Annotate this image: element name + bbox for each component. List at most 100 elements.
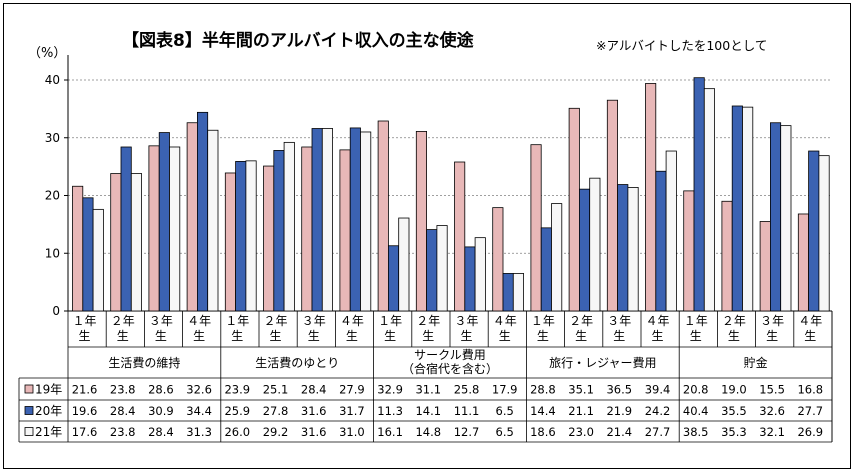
x-tick-label: １年 — [72, 314, 96, 328]
table-cell: 17.6 — [72, 425, 98, 439]
bar — [655, 170, 667, 312]
table-cell: 14.1 — [415, 404, 441, 418]
x-tick-label: 生 — [308, 329, 320, 343]
bar — [436, 225, 448, 312]
x-tick-label: 生 — [728, 329, 740, 343]
legend-label: 21年 — [35, 425, 62, 439]
table-cell: 27.7 — [797, 404, 823, 418]
bar — [721, 200, 733, 312]
bar — [818, 155, 830, 312]
bar — [627, 187, 639, 312]
table-cell: 31.6 — [301, 425, 327, 439]
legend-swatch — [24, 427, 34, 436]
table-cell: 28.8 — [530, 383, 556, 397]
bar — [130, 173, 143, 312]
x-tick-label: ２年 — [722, 314, 746, 328]
table-cell: 25.9 — [224, 404, 250, 418]
bar — [339, 149, 351, 312]
table-cell: 14.8 — [415, 425, 441, 439]
group-label: サークル費用 — [414, 347, 486, 362]
x-tick-label: 生 — [613, 329, 625, 343]
x-tick-label: ４年 — [493, 314, 517, 328]
table-cell: 25.8 — [454, 383, 480, 397]
y-tick-label: 10 — [45, 246, 60, 260]
table-cell: 32.6 — [186, 383, 212, 397]
bar — [263, 165, 275, 312]
x-tick-label: ３年 — [454, 314, 478, 328]
bar — [464, 246, 476, 312]
x-tick-label: 生 — [460, 329, 472, 343]
table-cell: 39.4 — [645, 383, 671, 397]
table-cell: 31.7 — [339, 404, 365, 418]
x-tick-label: 生 — [117, 329, 129, 343]
table-cell: 26.0 — [224, 425, 250, 439]
bar — [377, 120, 389, 312]
bar — [148, 145, 160, 312]
table-cell: 38.5 — [683, 425, 709, 439]
chart-note: ※アルバイトしたを100として — [596, 38, 768, 53]
bar — [759, 221, 771, 312]
bar — [703, 88, 715, 312]
table-cell: 12.7 — [454, 425, 480, 439]
y-tick-label: 30 — [45, 131, 60, 145]
bar — [502, 273, 514, 312]
x-tick-label: ３年 — [149, 314, 173, 328]
table-cell: 32.9 — [377, 383, 403, 397]
legend-swatch — [24, 406, 34, 415]
table-cell: 20.8 — [683, 383, 709, 397]
bar — [665, 150, 677, 312]
group-sublabel: （合宿代を含む） — [402, 361, 498, 376]
x-tick-label: 生 — [804, 329, 816, 343]
table-cell: 14.4 — [530, 404, 556, 418]
table-cell: 6.5 — [496, 425, 514, 439]
table-cell: 35.5 — [721, 404, 747, 418]
table-cell: 28.4 — [110, 404, 136, 418]
bar — [617, 184, 629, 312]
legend-label: 19年 — [35, 383, 62, 397]
x-tick-label: １年 — [225, 314, 249, 328]
x-tick-label: 生 — [690, 329, 702, 343]
table-cell: 6.5 — [496, 404, 514, 418]
bar — [224, 172, 237, 312]
bar — [301, 146, 313, 312]
chart-frame — [3, 3, 851, 469]
table-cell: 23.0 — [568, 425, 594, 439]
bar — [398, 217, 410, 312]
bar — [492, 207, 504, 312]
table-cell: 35.1 — [568, 383, 594, 397]
table-cell: 35.3 — [721, 425, 747, 439]
bar — [731, 105, 743, 312]
x-tick-label: ２年 — [569, 314, 593, 328]
x-tick-label: 生 — [231, 329, 243, 343]
bar — [158, 132, 170, 312]
x-tick-label: 生 — [651, 329, 663, 343]
bar — [349, 127, 361, 312]
x-tick-label: ３年 — [607, 314, 631, 328]
bar — [454, 161, 466, 312]
bar — [426, 229, 438, 312]
table-cell: 25.1 — [263, 383, 289, 397]
x-tick-label: 生 — [575, 329, 587, 343]
table-cell: 32.1 — [759, 425, 785, 439]
y-tick-label: 20 — [45, 189, 60, 203]
bar — [415, 130, 427, 312]
table-cell: 27.7 — [645, 425, 671, 439]
bar — [589, 177, 601, 312]
bar — [512, 273, 524, 312]
bar — [110, 173, 122, 312]
table-cell: 11.3 — [377, 404, 403, 418]
bar — [742, 106, 754, 312]
x-tick-label: 生 — [78, 329, 90, 343]
table-cell: 31.6 — [301, 404, 327, 418]
table-cell: 18.6 — [530, 425, 556, 439]
x-tick-label: ３年 — [760, 314, 784, 328]
table-cell: 21.9 — [606, 404, 632, 418]
x-tick-label: 生 — [766, 329, 778, 343]
bar — [186, 122, 198, 312]
table-cell: 19.6 — [72, 404, 98, 418]
bar — [120, 146, 132, 312]
y-tick-label: 40 — [45, 73, 60, 87]
bar — [780, 125, 792, 312]
bar — [540, 227, 552, 312]
bar — [72, 185, 84, 312]
